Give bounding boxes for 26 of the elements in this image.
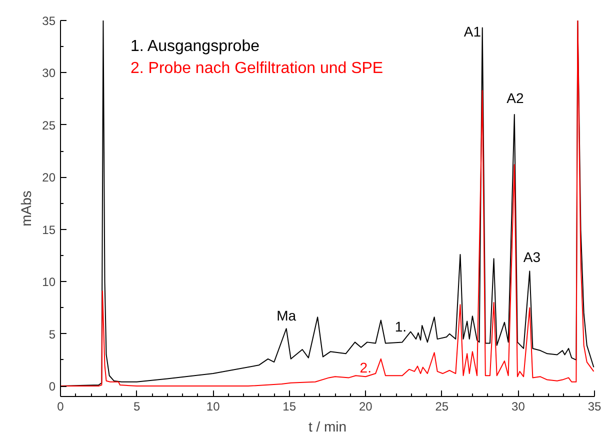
- x-tick-label: 25: [435, 400, 449, 414]
- annotation: A3: [523, 248, 541, 265]
- y-tick-label: 30: [42, 66, 56, 80]
- y-tick-label: 25: [42, 118, 56, 132]
- y-tick-label: 0: [48, 380, 56, 394]
- x-tick-label: 30: [512, 400, 526, 414]
- x-tick-label: 15: [282, 400, 296, 414]
- y-tick-label: 15: [42, 222, 56, 237]
- annotation: 1.: [394, 318, 407, 335]
- text: 2. Probe nach Gelfiltration und SPE: [130, 60, 384, 77]
- y-tick-label: 10: [42, 275, 56, 290]
- y-axis-title: mAbs: [18, 190, 34, 226]
- y-tick-label: 35: [42, 14, 56, 28]
- x-tick-label: 5: [133, 400, 140, 414]
- annotation: 2.: [360, 359, 372, 376]
- x-tick-label: 35: [588, 400, 602, 414]
- annotation: A1: [464, 23, 482, 40]
- annotation: Ma: [276, 307, 296, 324]
- y-tick-label: 20: [42, 170, 56, 185]
- x-tick-label: 10: [206, 400, 220, 414]
- series-label: 1. Ausgangsprobe: [130, 38, 260, 55]
- x-tick-label: 20: [358, 400, 373, 414]
- x-axis-title: t / min: [308, 418, 347, 434]
- annotation: A2: [506, 90, 524, 106]
- y-tick-label: 5: [48, 327, 56, 342]
- x-tick-label: 0: [57, 400, 64, 414]
